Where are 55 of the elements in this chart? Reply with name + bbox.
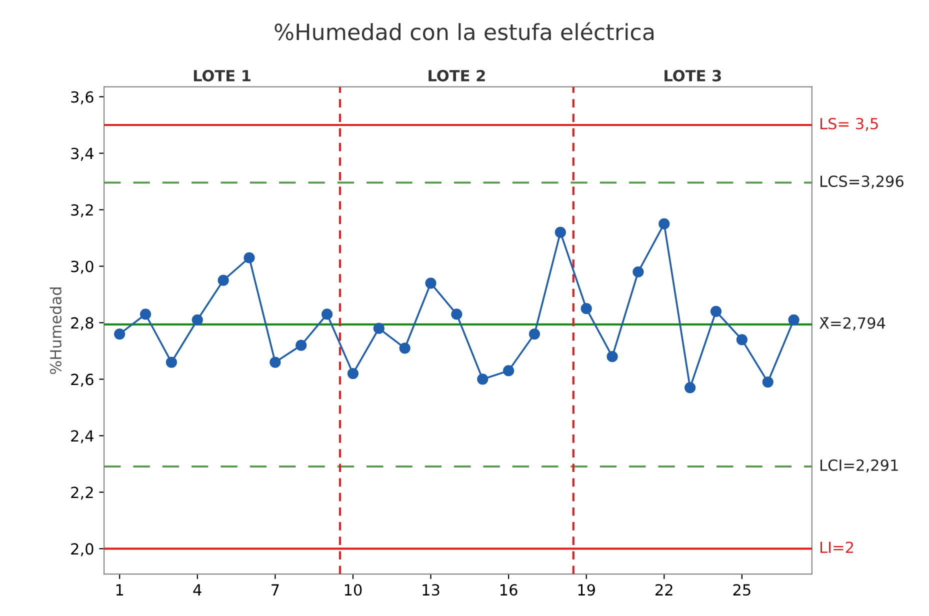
y-tick-label: 3,2 bbox=[71, 204, 93, 218]
x-tick-label: 25 bbox=[733, 584, 750, 596]
x-tick-label: 16 bbox=[500, 584, 518, 596]
point bbox=[632, 266, 644, 278]
y-tick-label: 2,0 bbox=[71, 543, 94, 556]
point bbox=[244, 252, 255, 264]
point bbox=[736, 334, 748, 346]
point bbox=[788, 314, 800, 326]
x-tick-label: 13 bbox=[422, 584, 440, 596]
x-tick-label: 19 bbox=[578, 584, 595, 596]
point bbox=[399, 342, 410, 354]
point bbox=[270, 356, 281, 368]
point bbox=[296, 340, 307, 351]
ref-line-label: LCI=2,291 bbox=[820, 459, 898, 472]
point bbox=[477, 374, 488, 385]
point bbox=[528, 328, 540, 340]
point bbox=[140, 308, 152, 320]
ref-line-label: X̄=2,794 bbox=[819, 317, 886, 330]
y-tick-label: 3,6 bbox=[71, 91, 94, 104]
point bbox=[658, 218, 670, 230]
point bbox=[321, 308, 333, 320]
y-tick-label: 2,2 bbox=[71, 486, 93, 500]
point bbox=[580, 303, 592, 314]
point bbox=[554, 226, 566, 238]
y-tick-label: 3,4 bbox=[71, 148, 94, 161]
y-tick-label: 2,8 bbox=[71, 317, 94, 330]
point bbox=[684, 382, 696, 394]
point bbox=[710, 306, 722, 317]
point bbox=[451, 308, 462, 320]
point bbox=[606, 351, 618, 362]
x-tick-label: 10 bbox=[344, 584, 362, 596]
y-axis-title: %Humedad bbox=[50, 288, 62, 374]
text: LOTE 3 bbox=[664, 70, 721, 82]
ref-line-label: LI=2 bbox=[820, 542, 854, 553]
x-tick-label: 22 bbox=[656, 584, 672, 596]
ref-line-label: LS= 3,5 bbox=[820, 118, 878, 131]
text: LOTE 1 bbox=[194, 70, 250, 82]
x-tick-label: 4 bbox=[193, 584, 202, 596]
y-tick-label: 2,4 bbox=[71, 430, 94, 444]
x-tick-label: 1 bbox=[116, 584, 124, 596]
point bbox=[218, 274, 229, 286]
point bbox=[762, 376, 774, 388]
text: LOTE 2 bbox=[428, 70, 485, 82]
point bbox=[503, 365, 514, 376]
y-tick-label: 3,0 bbox=[71, 260, 94, 274]
point bbox=[166, 356, 178, 368]
chart-title: %Humedad con la estufa eléctrica bbox=[274, 22, 654, 40]
point bbox=[192, 314, 203, 326]
point bbox=[114, 328, 126, 340]
point bbox=[425, 278, 436, 289]
y-tick-label: 2,6 bbox=[71, 374, 94, 387]
point bbox=[373, 322, 384, 334]
ref-line-label: LCS=3,296 bbox=[820, 175, 904, 189]
point bbox=[347, 368, 359, 380]
x-tick-label: 7 bbox=[272, 584, 279, 596]
